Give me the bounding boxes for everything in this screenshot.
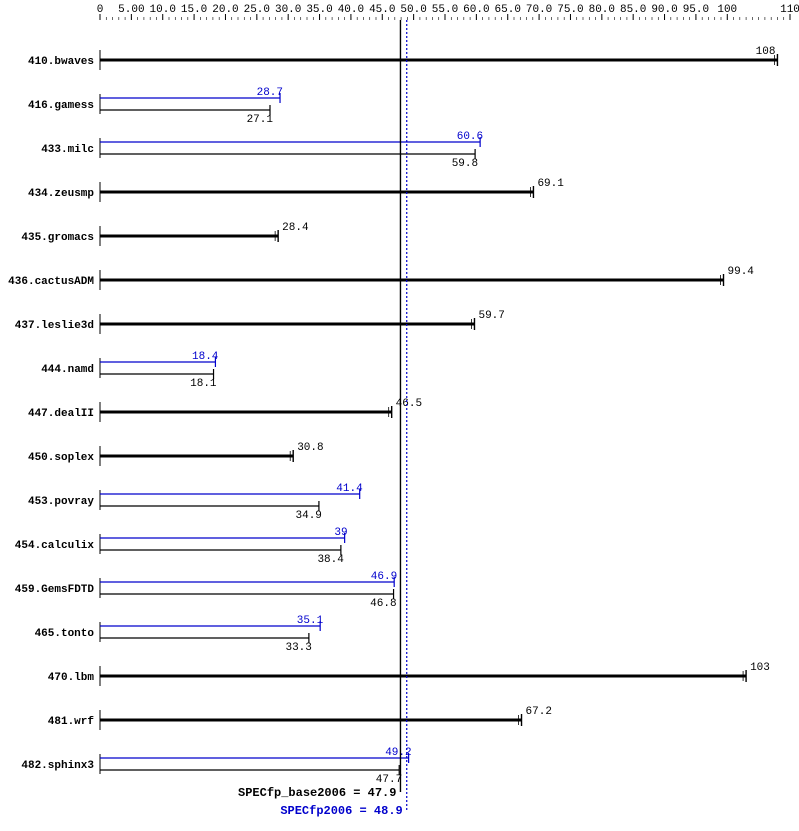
axis-tick-label: 40.0 xyxy=(338,4,364,16)
x-axis: 0 5.00 10.0 15.0 20.0 25.0 30.0 35.0 40.0 45.0 50.… xyxy=(97,4,799,20)
benchmark-row: 410.bwaves 108 xyxy=(28,46,777,70)
base-value-label: 47.7 xyxy=(376,774,402,786)
axis-tick-label: 0 xyxy=(97,4,104,16)
benchmark-row: 435.gromacs 28.4 xyxy=(21,222,309,246)
axis-tick-label: 90.0 xyxy=(651,4,677,16)
axis-tick-label: 15.0 xyxy=(181,4,207,16)
benchmark-label: 470.lbm xyxy=(48,672,95,684)
peak-value-label: 60.6 xyxy=(457,131,483,143)
axis-tick-label: 80.0 xyxy=(589,4,615,16)
benchmark-label: 437.leslie3d xyxy=(15,320,94,332)
benchmark-row: 436.cactusADM 99.4 xyxy=(8,266,754,290)
benchmark-row: 454.calculix 39 38.4 xyxy=(15,527,348,566)
benchmark-row: 416.gamess 28.7 27.1 xyxy=(28,87,283,126)
peak-value-label: 35.1 xyxy=(297,615,324,627)
summary-peak-label: SPECfp2006 = 48.9 xyxy=(280,804,402,818)
axis-tick-label: 60.0 xyxy=(463,4,489,16)
benchmark-row: 433.milc 60.6 59.8 xyxy=(41,131,483,170)
axis-tick-label: 65.0 xyxy=(495,4,521,16)
summary-base-label: SPECfp_base2006 = 47.9 xyxy=(238,786,396,800)
axis-tick-label: 45.0 xyxy=(369,4,395,16)
benchmark-label: 482.sphinx3 xyxy=(21,760,94,772)
base-value-label: 34.9 xyxy=(296,510,322,522)
peak-value-label: 46.9 xyxy=(371,571,397,583)
benchmark-label: 454.calculix xyxy=(15,540,95,552)
base-value-label: 59.8 xyxy=(452,158,478,170)
specfp-chart: 0 5.00 10.0 15.0 20.0 25.0 30.0 35.0 40.0 45.0 50.… xyxy=(0,0,799,831)
base-value-label: 69.1 xyxy=(537,178,564,190)
benchmark-label: 436.cactusADM xyxy=(8,276,94,288)
base-value-label: 103 xyxy=(750,662,770,674)
benchmark-label: 459.GemsFDTD xyxy=(15,584,95,596)
benchmark-rows: 410.bwaves 108 416.gamess 28.7 27.1 433.milc 6… xyxy=(8,46,777,786)
axis-tick-label: 55.0 xyxy=(432,4,458,16)
benchmark-row: 444.namd 18.4 18.1 xyxy=(41,351,219,390)
axis-tick-label: 70.0 xyxy=(526,4,552,16)
benchmark-label: 481.wrf xyxy=(48,716,95,728)
benchmark-label: 447.dealII xyxy=(28,408,94,420)
peak-value-label: 41.4 xyxy=(336,483,363,495)
benchmark-row: 481.wrf 67.2 xyxy=(48,706,552,730)
base-value-label: 28.4 xyxy=(282,222,309,234)
base-value-label: 46.8 xyxy=(370,598,396,610)
axis-tick-label: 75.0 xyxy=(557,4,583,16)
benchmark-label: 416.gamess xyxy=(28,100,94,112)
benchmark-row: 459.GemsFDTD 46.9 46.8 xyxy=(15,571,397,610)
benchmark-row: 465.tonto 35.1 33.3 xyxy=(35,615,324,654)
axis-tick-label: 110 xyxy=(780,4,799,16)
benchmark-row: 447.dealII 46.5 xyxy=(28,398,422,422)
benchmark-row: 453.povray 41.4 34.9 xyxy=(28,483,363,522)
axis-tick-label: 95.0 xyxy=(683,4,709,16)
axis-tick-label: 30.0 xyxy=(275,4,301,16)
base-value-label: 38.4 xyxy=(317,554,344,566)
axis-tick-label: 50.0 xyxy=(400,4,426,16)
axis-tick-label: 25.0 xyxy=(244,4,270,16)
benchmark-row: 437.leslie3d 59.7 xyxy=(15,310,505,334)
base-value-label: 108 xyxy=(756,46,776,58)
benchmark-label: 435.gromacs xyxy=(21,232,94,244)
benchmark-label: 444.namd xyxy=(41,364,94,376)
base-value-label: 33.3 xyxy=(285,642,311,654)
base-value-label: 59.7 xyxy=(478,310,504,322)
benchmark-row: 482.sphinx3 49.2 47.7 xyxy=(21,747,411,786)
benchmark-label: 434.zeusmp xyxy=(28,188,94,200)
base-value-label: 67.2 xyxy=(526,706,552,718)
axis-tick-label: 10.0 xyxy=(150,4,176,16)
benchmark-row: 450.soplex 30.8 xyxy=(28,442,324,466)
base-value-label: 30.8 xyxy=(297,442,323,454)
axis-tick-label: 35.0 xyxy=(306,4,332,16)
axis-tick-label: 5.00 xyxy=(118,4,144,16)
benchmark-row: 470.lbm 103 xyxy=(48,662,770,686)
peak-value-label: 39 xyxy=(334,527,347,539)
axis-tick-label: 100 xyxy=(717,4,737,16)
peak-value-label: 18.4 xyxy=(192,351,219,363)
benchmark-label: 450.soplex xyxy=(28,452,94,464)
benchmark-label: 453.povray xyxy=(28,496,94,508)
benchmark-label: 410.bwaves xyxy=(28,56,94,68)
benchmark-label: 465.tonto xyxy=(35,628,95,640)
benchmark-row: 434.zeusmp 69.1 xyxy=(28,178,564,202)
base-value-label: 27.1 xyxy=(247,114,274,126)
base-value-label: 99.4 xyxy=(728,266,755,278)
benchmark-label: 433.milc xyxy=(41,144,94,156)
peak-value-label: 28.7 xyxy=(257,87,283,99)
base-value-label: 18.1 xyxy=(190,378,217,390)
peak-value-label: 49.2 xyxy=(385,747,411,759)
axis-tick-label: 85.0 xyxy=(620,4,646,16)
base-value-label: 46.5 xyxy=(396,398,422,410)
axis-tick-label: 20.0 xyxy=(212,4,238,16)
